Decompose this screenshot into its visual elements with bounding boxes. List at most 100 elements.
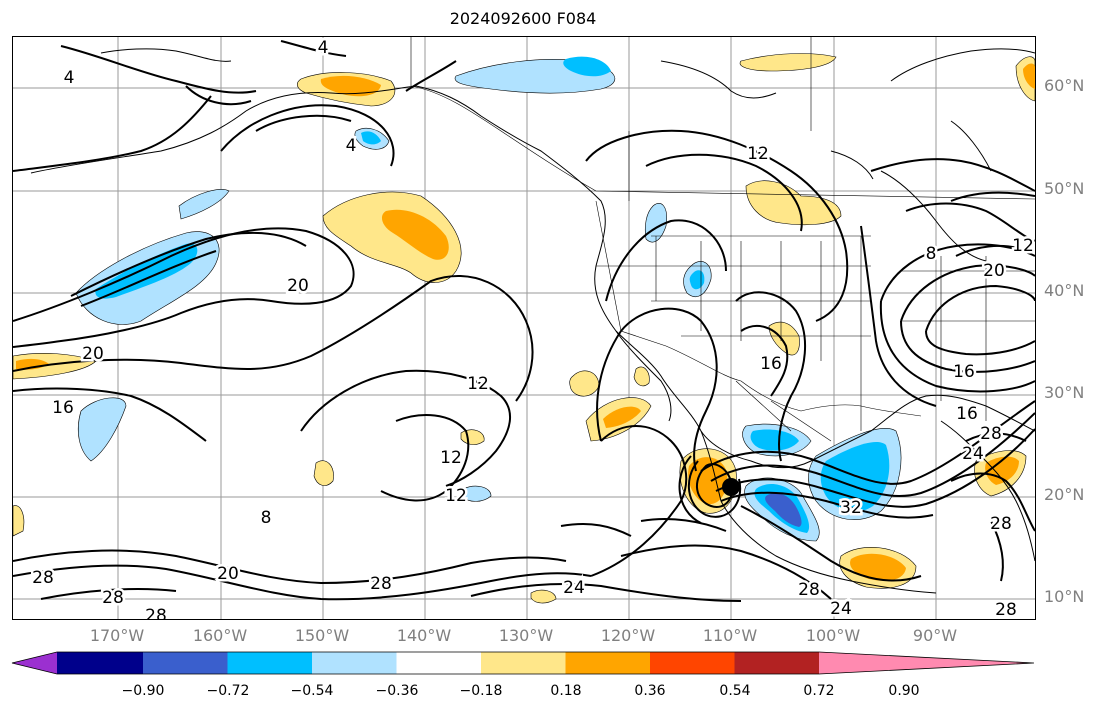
colorbar-segment xyxy=(734,652,819,674)
colorbar-segment xyxy=(57,652,143,674)
lat-label: 10°N xyxy=(1044,587,1085,606)
colorbar-tick-label: 0.36 xyxy=(634,683,666,699)
anomaly-yellow-mx-plateau xyxy=(768,321,800,356)
contour-lines xyxy=(13,40,1035,602)
contour-label: 20 xyxy=(82,344,104,364)
contour-label: 24 xyxy=(962,444,984,464)
contour-label: 8 xyxy=(926,244,937,264)
contour-label: 28 xyxy=(990,514,1012,534)
anomaly-orange-carib xyxy=(985,456,1019,485)
contour-label: 12 xyxy=(445,486,467,506)
colorbar-segment xyxy=(650,652,735,674)
anomaly-blue-pacific-mid xyxy=(462,485,492,502)
colorbar-tick-label: 0.18 xyxy=(550,683,582,699)
contour-label: 28 xyxy=(32,568,54,588)
anomaly-orange-aleutian xyxy=(320,75,381,97)
lon-label: 140°W xyxy=(396,626,452,645)
contour-label: 20 xyxy=(983,261,1005,281)
lat-label: 20°N xyxy=(1044,485,1085,504)
colorbar-tick-label: 0.54 xyxy=(719,683,751,699)
colorbar-segment xyxy=(143,652,228,674)
colorbar-tick-label: −0.54 xyxy=(290,683,334,699)
contour-label: 28 xyxy=(370,574,392,594)
contour-label: 28 xyxy=(102,588,124,608)
contour-label: 28 xyxy=(995,600,1017,619)
colorbar-segment xyxy=(481,652,566,674)
contour-label: 4 xyxy=(346,136,357,156)
lat-label: 60°N xyxy=(1044,76,1085,95)
anomaly-yellow-edge-w xyxy=(13,505,25,537)
map-title: 2024092600 F084 xyxy=(449,9,597,28)
anomaly-blue-pacific-south xyxy=(78,397,127,462)
anomaly-orange-baja-ne xyxy=(603,406,641,428)
colorbar-segment xyxy=(565,652,650,674)
anomaly-orange-epac xyxy=(850,553,906,581)
anomaly-cyan-gulf-mexico xyxy=(750,429,799,451)
colorbar-segments xyxy=(12,652,1034,674)
colorbar-tick-label: 0.72 xyxy=(803,683,835,699)
colorbar-tick-label: −0.90 xyxy=(121,683,165,699)
colorbar-segment xyxy=(819,652,1034,674)
contour-label: 4 xyxy=(318,38,329,58)
contour-label: 16 xyxy=(52,398,74,418)
lat-label: 30°N xyxy=(1044,383,1085,402)
colorbar-segment xyxy=(12,652,57,674)
contour-label: 12 xyxy=(440,448,462,468)
colorbar-segment xyxy=(227,652,312,674)
contour-label: 8 xyxy=(261,508,272,528)
map-panel: 4 4 4 12 20 20 16 12 12 12 8 28 28 28 20… xyxy=(12,36,1036,620)
map-svg: 4 4 4 12 20 20 16 12 12 12 8 28 28 28 20… xyxy=(13,37,1035,619)
colorbar-tick-label: −0.72 xyxy=(206,683,250,699)
shaded-anomalies xyxy=(13,53,1035,604)
colorbar-segment xyxy=(396,652,481,674)
colorbar-tick-label: 0.90 xyxy=(888,683,920,699)
lon-label: 150°W xyxy=(294,626,350,645)
colorbar-tick-label: −0.18 xyxy=(459,683,503,699)
anomaly-blue-dark-mexico xyxy=(765,492,802,527)
contour-label: 24 xyxy=(563,578,585,598)
colorbar-outline xyxy=(11,651,1035,675)
contour-label: 24 xyxy=(830,599,852,619)
lat-label: 40°N xyxy=(1044,281,1085,300)
anomaly-yellow-pacific-mid xyxy=(460,429,485,445)
graticule xyxy=(13,37,1035,619)
lon-label: 110°W xyxy=(702,626,758,645)
borders xyxy=(410,37,1035,442)
anomaly-yellow-sw-us xyxy=(633,366,650,387)
contour-labels: 4 4 4 12 20 20 16 12 12 12 8 28 28 28 20… xyxy=(30,37,1035,619)
contour-label: 12 xyxy=(1012,236,1034,256)
lat-label: 50°N xyxy=(1044,179,1085,198)
contour-label: 4 xyxy=(64,68,75,88)
contour-label: 20 xyxy=(287,276,309,296)
lon-label: 130°W xyxy=(498,626,554,645)
anomaly-yellow-pacific-small xyxy=(569,370,600,397)
anomaly-blue-aleutian-w xyxy=(178,189,230,220)
lon-label: 170°W xyxy=(89,626,145,645)
anomaly-yellow-epac-w xyxy=(530,589,557,604)
contour-label-16: 16 xyxy=(953,362,975,382)
anomaly-yellow-gulf-alaska xyxy=(322,191,462,283)
contour-label: 12 xyxy=(467,374,489,394)
lon-label: 120°W xyxy=(600,626,656,645)
anomaly-orange-pacific-band xyxy=(16,358,49,370)
anomaly-cyan-pacific-west xyxy=(95,243,198,299)
contour-label: 28 xyxy=(145,606,167,619)
lon-label: 160°W xyxy=(192,626,248,645)
colorbar xyxy=(11,651,1035,675)
anomaly-yellow-pacific-small-2 xyxy=(313,460,334,486)
contour-label: 20 xyxy=(217,564,239,584)
contour-label: 28 xyxy=(798,580,820,600)
lon-label: 90°W xyxy=(912,626,958,645)
anomaly-cyan-gom-west xyxy=(689,270,705,290)
colorbar-segment xyxy=(312,652,397,674)
lon-label: 100°W xyxy=(805,626,861,645)
contour-label: 16 xyxy=(760,354,782,374)
anomaly-yellow-central-canada xyxy=(745,180,842,226)
contour-label: 16 xyxy=(956,404,978,424)
coastlines xyxy=(30,48,1035,594)
contour-label: 32 xyxy=(840,498,862,518)
anomaly-cyan-alaska xyxy=(563,56,611,77)
anomaly-yellow-canada-north xyxy=(739,53,837,72)
anomaly-cyan-gulf-south xyxy=(820,442,890,512)
anomaly-cyan-pacific-small xyxy=(361,131,381,145)
